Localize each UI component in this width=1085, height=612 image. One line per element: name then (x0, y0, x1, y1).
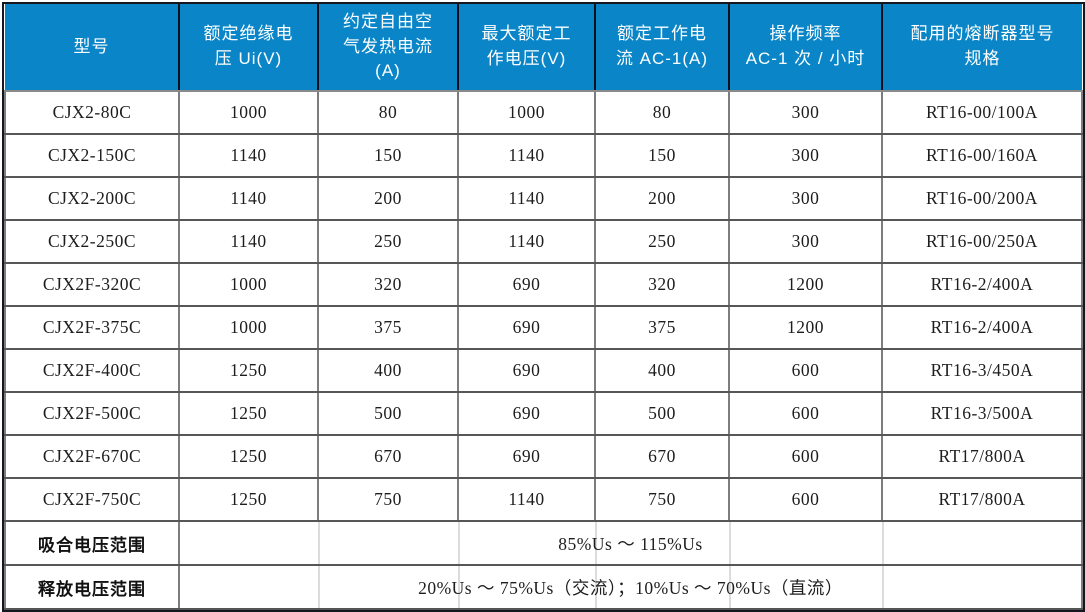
value-cell: 150 (594, 133, 730, 178)
value-cell: 150 (317, 133, 459, 178)
value-cell: 1140 (457, 133, 596, 178)
value-cell: 250 (317, 219, 459, 264)
value-cell: 1140 (178, 219, 319, 264)
value-cell: RT16-00/100A (881, 90, 1083, 135)
header-row: 型号 额定绝缘电 压 Ui(V) 约定自由空 气发热电流 (A) 最大额定工 作… (5, 4, 1082, 92)
release-voltage-value: 20%Us ～ 75%Us（交流）；10%Us ～ 70%Us（直流） (178, 564, 1083, 610)
value-cell: 600 (728, 348, 883, 393)
value-cell: RT17/800A (881, 477, 1083, 522)
col-header-model: 型号 (5, 4, 180, 92)
value-cell: 1250 (178, 434, 319, 479)
table-footer: 吸合电压范围 85%Us ～ 115%Us 释放电压范围 20%Us ～ 75%… (4, 520, 1083, 610)
value-cell: 690 (457, 348, 596, 393)
release-voltage-row: 释放电压范围 20%Us ～ 75%Us（交流）；10%Us ～ 70%Us（直… (4, 564, 1083, 610)
table-row: CJX2F-400C 1250 400 690 400 600 RT16-3/450A (4, 348, 1083, 393)
value-cell: 600 (728, 477, 883, 522)
value-cell: 300 (728, 219, 883, 264)
value-cell: 670 (317, 434, 459, 479)
value-cell: 690 (457, 391, 596, 436)
model-cell: CJX2F-400C (4, 348, 180, 393)
col-header-operating-frequency: 操作频率 AC-1 次 / 小时 (728, 4, 883, 92)
value-cell: RT16-2/400A (881, 262, 1083, 307)
value-cell: 690 (457, 305, 596, 350)
value-cell: 375 (594, 305, 730, 350)
table-row: CJX2F-670C 1250 670 690 670 600 RT17/800A (4, 434, 1083, 479)
pickup-voltage-row: 吸合电压范围 85%Us ～ 115%Us (4, 520, 1083, 566)
value-cell: RT16-3/450A (881, 348, 1083, 393)
model-cell: CJX2-80C (4, 90, 180, 135)
value-cell: 1000 (457, 90, 596, 135)
value-cell: 500 (594, 391, 730, 436)
model-cell: CJX2F-750C (4, 477, 180, 522)
value-cell: 1000 (178, 90, 319, 135)
value-cell: 1140 (457, 176, 596, 221)
contactor-spec-table: 型号 额定绝缘电 压 Ui(V) 约定自由空 气发热电流 (A) 最大额定工 作… (4, 4, 1083, 610)
table-row: CJX2-80C 1000 80 1000 80 300 RT16-00/100A (4, 90, 1083, 135)
value-cell: 375 (317, 305, 459, 350)
value-cell: 80 (594, 90, 730, 135)
table-row: CJX2F-375C 1000 375 690 375 1200 RT16-2/400A (4, 305, 1083, 350)
value-cell: 1140 (457, 219, 596, 264)
table-row: CJX2-200C 1140 200 1140 200 300 RT16-00/200A (4, 176, 1083, 221)
value-cell: 400 (317, 348, 459, 393)
value-cell: 320 (594, 262, 730, 307)
value-cell: 300 (728, 176, 883, 221)
value-cell: 80 (317, 90, 459, 135)
value-cell: RT16-2/400A (881, 305, 1083, 350)
value-cell: 1140 (457, 477, 596, 522)
model-cell: CJX2F-375C (4, 305, 180, 350)
value-cell: 750 (317, 477, 459, 522)
value-cell: 670 (594, 434, 730, 479)
value-cell: RT16-3/500A (881, 391, 1083, 436)
value-cell: 250 (594, 219, 730, 264)
model-cell: CJX2-250C (4, 219, 180, 264)
value-cell: 690 (457, 434, 596, 479)
value-cell: 1000 (178, 262, 319, 307)
table-row: CJX2F-750C 1250 750 1140 750 600 RT17/800A (4, 477, 1083, 522)
value-cell: 1250 (178, 391, 319, 436)
value-cell: RT17/800A (881, 434, 1083, 479)
table-body: CJX2-80C 1000 80 1000 80 300 RT16-00/100A CJX2-… (4, 90, 1083, 522)
value-cell: 200 (594, 176, 730, 221)
pickup-voltage-label: 吸合电压范围 (4, 520, 180, 566)
value-cell: 750 (594, 477, 730, 522)
value-cell: 690 (457, 262, 596, 307)
value-cell: 1140 (178, 133, 319, 178)
value-cell: 1200 (728, 305, 883, 350)
model-cell: CJX2-150C (4, 133, 180, 178)
table-row: CJX2F-500C 1250 500 690 500 600 RT16-3/500A (4, 391, 1083, 436)
pickup-voltage-value: 85%Us ～ 115%Us (178, 520, 1083, 566)
table-header: 型号 额定绝缘电 压 Ui(V) 约定自由空 气发热电流 (A) 最大额定工 作… (5, 4, 1082, 92)
value-cell: RT16-00/200A (881, 176, 1083, 221)
value-cell: 1140 (178, 176, 319, 221)
table-row: CJX2-150C 1140 150 1140 150 300 RT16-00/160A (4, 133, 1083, 178)
model-cell: CJX2-200C (4, 176, 180, 221)
value-cell: 1200 (728, 262, 883, 307)
table-row: CJX2-250C 1140 250 1140 250 300 RT16-00/250A (4, 219, 1083, 264)
model-cell: CJX2F-320C (4, 262, 180, 307)
table-row: CJX2F-320C 1000 320 690 320 1200 RT16-2/400A (4, 262, 1083, 307)
model-cell: CJX2F-670C (4, 434, 180, 479)
value-cell: RT16-00/250A (881, 219, 1083, 264)
col-header-rated-working-current-ac1: 额定工作电 流 AC-1(A) (594, 4, 730, 92)
value-cell: 400 (594, 348, 730, 393)
value-cell: 300 (728, 133, 883, 178)
value-cell: 1250 (178, 477, 319, 522)
col-header-fuse-model: 配用的熔断器型号 规格 (881, 4, 1082, 92)
value-cell: 1000 (178, 305, 319, 350)
value-cell: 600 (728, 434, 883, 479)
value-cell: 500 (317, 391, 459, 436)
value-cell: 200 (317, 176, 459, 221)
col-header-free-air-thermal-current: 约定自由空 气发热电流 (A) (317, 4, 459, 92)
value-cell: 600 (728, 391, 883, 436)
release-voltage-label: 释放电压范围 (4, 564, 180, 610)
value-cell: 1250 (178, 348, 319, 393)
col-header-max-rated-working-voltage: 最大额定工 作电压(V) (457, 4, 596, 92)
col-header-rated-insulation-voltage: 额定绝缘电 压 Ui(V) (178, 4, 319, 92)
model-cell: CJX2F-500C (4, 391, 180, 436)
value-cell: 320 (317, 262, 459, 307)
value-cell: RT16-00/160A (881, 133, 1083, 178)
value-cell: 300 (728, 90, 883, 135)
